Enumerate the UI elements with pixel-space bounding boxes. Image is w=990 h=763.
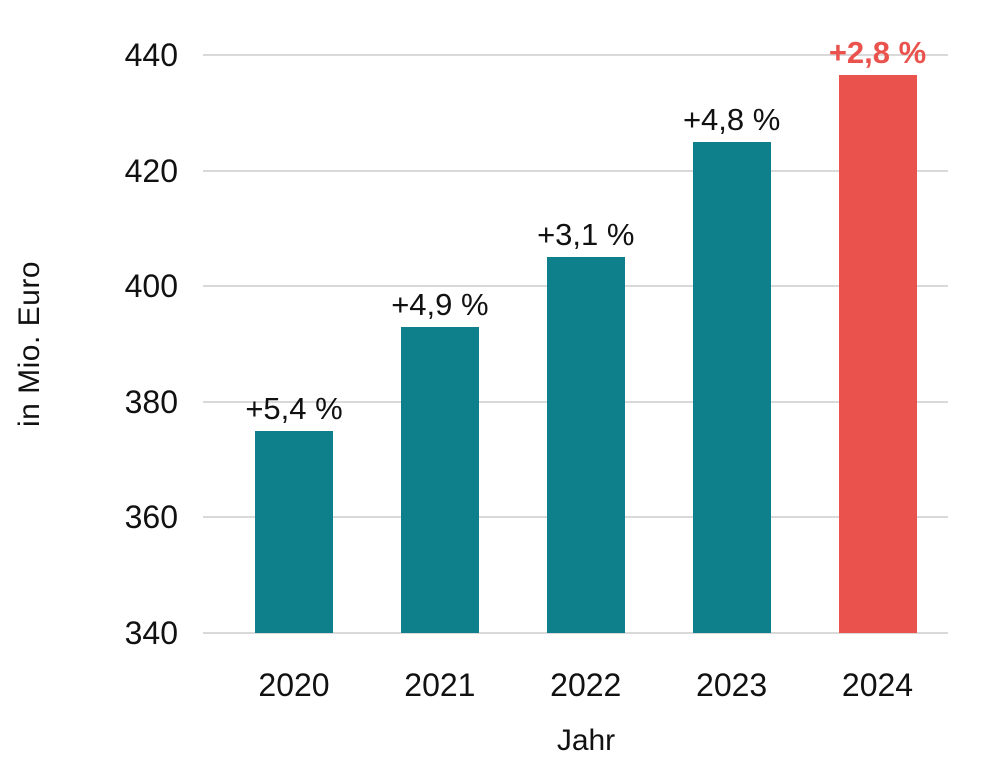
bar-value-label-2021: +4,9 % <box>391 286 489 322</box>
bar-value-label-2020: +5,4 % <box>245 390 343 426</box>
gridline <box>203 632 948 634</box>
x-tick-label-2023: 2023 <box>696 667 768 703</box>
bar-value-label-2023: +4,8 % <box>682 101 781 137</box>
x-axis-title: Jahr <box>556 724 616 757</box>
bar-2021 <box>400 326 479 633</box>
y-tick-label: 440 <box>124 37 178 73</box>
y-tick-label: 360 <box>124 499 178 536</box>
x-tick-label-2020: 2020 <box>258 667 330 703</box>
y-tick-label: 340 <box>124 615 178 651</box>
x-tick-label-2021: 2021 <box>404 667 476 703</box>
bar-2020 <box>255 430 333 633</box>
x-tick-label-2024: 2024 <box>841 667 914 703</box>
x-tick-label-2022: 2022 <box>550 667 622 703</box>
plot-area: +5,4 % +4,9 % +3,1 % +4,8 % +2,8 % <box>203 35 948 634</box>
gridline <box>203 54 948 56</box>
bar-2024 <box>838 75 917 633</box>
bar-2022 <box>546 257 625 633</box>
y-tick-label: 400 <box>124 268 178 305</box>
y-tick-label: 420 <box>124 152 178 189</box>
gridline <box>203 169 948 172</box>
bar-value-label-2022: +3,1 % <box>537 217 635 253</box>
x-axis-ticks: 2020 2021 2022 2023 2024 <box>203 666 948 706</box>
bar-value-label-2024: +2,8 % <box>828 35 927 71</box>
y-tick-label: 380 <box>124 383 178 420</box>
bar-2023 <box>692 141 771 633</box>
